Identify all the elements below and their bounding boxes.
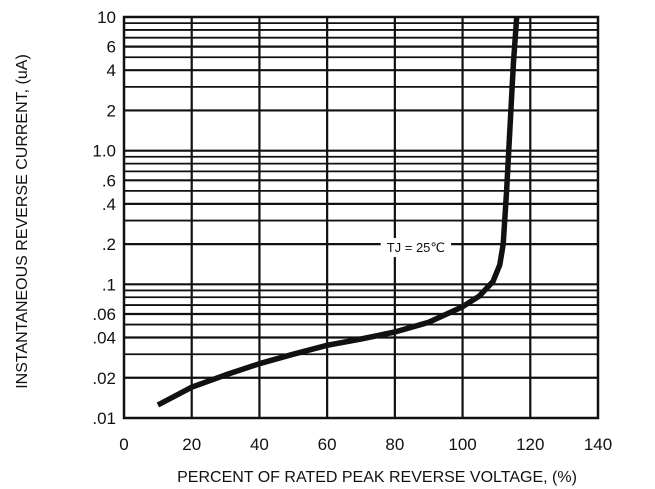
series-layer [156,16,520,408]
y-tick-label: 2 [107,101,116,120]
y-tick-label: .04 [92,329,116,348]
x-tick-label: 80 [385,435,404,454]
annotation-group: TJ = 25℃ [380,238,452,258]
y-tick-label: 6 [107,38,116,57]
plot-frame [122,15,600,420]
x-tick-label: 60 [318,435,337,454]
x-tick-label: 40 [250,435,269,454]
tj-annotation: TJ = 25℃ [387,240,445,255]
grid [124,17,598,418]
x-tick-label: 120 [516,435,544,454]
y-tick-label: 1.0 [92,142,116,161]
y-axis-title: INSTANTANEOUS REVERSE CURRENT, (uA) [14,54,31,389]
y-tick-label: 4 [107,61,116,80]
x-tick-label: 0 [119,435,128,454]
x-tick-label: 140 [584,435,612,454]
series-line [156,16,520,408]
y-tick-label: .1 [102,275,116,294]
y-tick-label: .02 [92,369,116,388]
y-tick-label: .4 [102,195,116,214]
y-tick-label: .2 [102,235,116,254]
tick-labels: 0 20 40 60 80 100 120 140 .01 .02 .04 .06 .1 .2 .4 .6 1.… [92,8,612,454]
y-tick-label: 10 [97,8,116,27]
y-tick-label: .6 [102,171,116,190]
x-axis-title: PERCENT OF RATED PEAK REVERSE VOLTAGE, (… [177,469,577,486]
x-tick-label: 100 [448,435,476,454]
y-tick-label: .06 [92,305,116,324]
y-tick-label: .01 [92,409,116,428]
annotation-background [380,238,452,258]
x-tick-label: 20 [182,435,201,454]
